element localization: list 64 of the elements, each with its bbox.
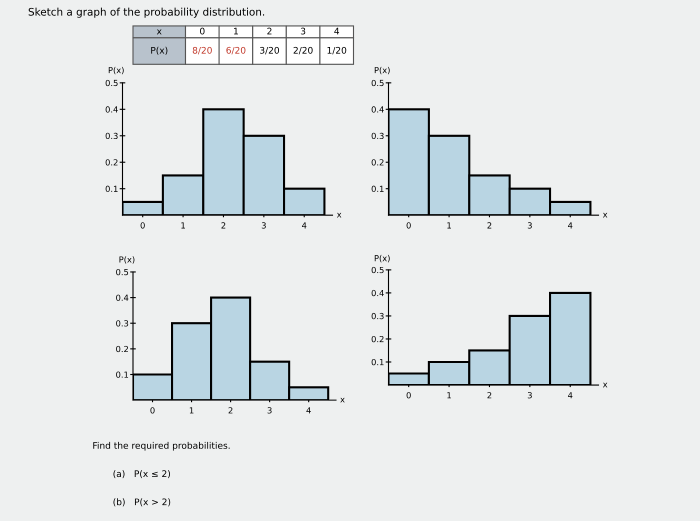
y-tick-label: 0.4 — [116, 294, 128, 301]
x-tick-label: 4 — [568, 392, 572, 398]
y-tick-label: 0.3 — [372, 312, 384, 320]
x-tick-label: 0 — [406, 392, 411, 398]
x-tick-label: 1 — [447, 222, 451, 228]
text: 6/20 — [226, 46, 246, 54]
y-tick-label: 0.2 — [372, 159, 384, 166]
text: P(x) — [151, 46, 168, 55]
text: 2 — [267, 28, 272, 34]
x-tick-label: 4 — [302, 222, 306, 228]
y-axis-title: P(x) — [108, 66, 124, 74]
text: Find the required probabilities. — [93, 442, 230, 451]
x-tick-label: 3 — [268, 407, 272, 414]
y-tick-label: 0.2 — [106, 159, 118, 166]
x-tick-label: 2 — [228, 407, 232, 414]
x-axis-title: x — [602, 382, 608, 388]
x-tick-label: 4 — [568, 222, 572, 228]
y-axis-title: P(x) — [120, 256, 134, 264]
y-axis-title: P(x) — [374, 254, 390, 262]
text: 2/20 — [294, 46, 313, 54]
y-tick-label: 0.2 — [372, 336, 384, 342]
y-tick-label: 0.3 — [106, 132, 118, 140]
y-tick-label: 0.5 — [106, 80, 118, 86]
text: (b) P(x > 2) — [113, 498, 170, 506]
text: 0 — [200, 28, 205, 35]
x-axis-title: x — [602, 212, 608, 218]
x-tick-label: 0 — [140, 222, 145, 229]
x-axis-title: x — [336, 212, 342, 218]
x-axis-title: x — [340, 398, 345, 402]
chart-title: Sketch a graph of the probability distribution. — [28, 8, 264, 18]
text: 3/20 — [260, 46, 280, 54]
y-tick-label: 0.3 — [116, 320, 128, 327]
text: 1 — [234, 28, 238, 34]
x-tick-label: 1 — [181, 222, 185, 228]
y-tick-label: 0.1 — [116, 371, 128, 378]
x-tick-label: 0 — [406, 222, 411, 229]
y-tick-label: 0.3 — [372, 132, 384, 140]
y-tick-label: 0.1 — [372, 186, 384, 192]
x-tick-label: 1 — [190, 407, 194, 414]
y-tick-label: 0.4 — [372, 290, 384, 296]
y-tick-label: 0.4 — [372, 106, 384, 113]
text: 3 — [300, 28, 306, 35]
x-tick-label: 3 — [262, 222, 266, 229]
text: 8/20 — [192, 46, 212, 54]
text: (a) P(x ≤ 2) — [113, 470, 170, 478]
text: 4 — [334, 28, 340, 34]
y-tick-label: 0.1 — [106, 186, 118, 192]
y-tick-label: 0.2 — [116, 346, 128, 352]
x-tick-label: 4 — [306, 407, 311, 414]
x-tick-label: 0 — [150, 407, 155, 414]
x-tick-label: 3 — [528, 392, 532, 398]
y-axis-title: P(x) — [374, 66, 390, 74]
y-tick-label: 0.5 — [372, 80, 384, 86]
y-tick-label: 0.1 — [372, 358, 384, 366]
x-tick-label: 3 — [528, 222, 532, 229]
y-tick-label: 0.4 — [106, 106, 118, 113]
x-tick-label: 2 — [487, 222, 492, 228]
x-tick-label: 2 — [487, 392, 492, 398]
text: x — [156, 29, 162, 34]
y-tick-label: 0.5 — [116, 268, 128, 276]
x-tick-label: 2 — [221, 222, 226, 228]
text: 1/20 — [328, 46, 346, 54]
x-tick-label: 1 — [447, 392, 451, 398]
y-tick-label: 0.5 — [372, 266, 384, 274]
